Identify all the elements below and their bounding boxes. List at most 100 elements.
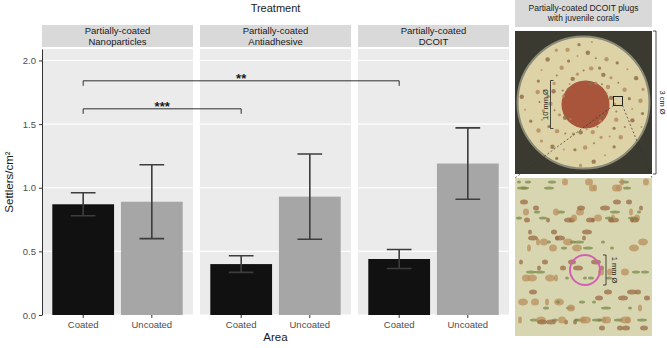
y-axis-line bbox=[42, 50, 43, 316]
panel-background bbox=[358, 49, 509, 315]
coral-patch bbox=[548, 181, 556, 184]
coral-speck bbox=[536, 128, 540, 132]
coral-speck bbox=[545, 57, 549, 61]
coral-patch bbox=[540, 239, 548, 246]
coral-patch bbox=[637, 319, 647, 322]
strip-label: DCOIT bbox=[419, 36, 449, 47]
coral-patch bbox=[594, 215, 602, 222]
image-panel: Partially-coated DCOIT plugswith juvenil… bbox=[515, 0, 667, 336]
coral-patch bbox=[574, 319, 578, 322]
error-bar bbox=[387, 249, 412, 268]
coral-speck bbox=[550, 144, 554, 148]
coral-speck bbox=[628, 97, 631, 100]
x-axis: Coated Uncoated bbox=[68, 315, 172, 330]
coral-patch bbox=[555, 236, 565, 241]
strip-background bbox=[42, 25, 193, 47]
coral-patch bbox=[601, 307, 611, 310]
coral-patch bbox=[579, 301, 585, 304]
coral-speck bbox=[573, 148, 576, 151]
coral-patch bbox=[547, 241, 551, 244]
significance-label: *** bbox=[155, 99, 171, 114]
coral-speck bbox=[567, 88, 570, 91]
coral-patch bbox=[545, 299, 549, 306]
coral-speck bbox=[535, 90, 539, 94]
coral-patch bbox=[573, 320, 577, 325]
coral-speck bbox=[586, 50, 590, 54]
coral-speck bbox=[609, 136, 611, 138]
coral-speck bbox=[559, 66, 563, 70]
coral-speck bbox=[569, 83, 571, 85]
coral-speck bbox=[540, 139, 543, 142]
coral-patch bbox=[592, 319, 602, 322]
coral-speck bbox=[603, 102, 605, 104]
coral-speck bbox=[537, 79, 540, 82]
y-tick-mark bbox=[39, 188, 42, 189]
coral-patch bbox=[553, 209, 559, 216]
y-axis-title: Settlers/cm² bbox=[3, 151, 15, 213]
coral-speck bbox=[591, 159, 595, 163]
coral-speck bbox=[599, 119, 602, 122]
coral-speck bbox=[564, 133, 566, 135]
coral-patch bbox=[586, 218, 594, 223]
error-bar-path bbox=[71, 193, 96, 216]
coral-speck bbox=[604, 154, 606, 156]
coral-speck bbox=[631, 108, 633, 110]
y-tick: 0.0 bbox=[23, 310, 42, 321]
coral-patch bbox=[546, 320, 556, 325]
coral-patch bbox=[638, 239, 648, 246]
strip-label: Nanoparticles bbox=[88, 36, 146, 47]
scale-bracket bbox=[551, 81, 554, 129]
plug-coated bbox=[562, 81, 610, 129]
coral-patch bbox=[620, 317, 630, 324]
coral-speck bbox=[619, 135, 623, 139]
scale-label: 3 cm Ø bbox=[658, 90, 667, 114]
coral-patch bbox=[628, 307, 632, 310]
facet-panel: Partially-coatedDCOIT CoatedUncoated bbox=[358, 25, 509, 330]
coral-speck bbox=[576, 73, 579, 76]
coral-patch bbox=[640, 326, 648, 331]
panel-background bbox=[200, 49, 351, 315]
y-tick-mark bbox=[39, 251, 42, 252]
coral-patch bbox=[620, 179, 624, 186]
coral-patch bbox=[556, 301, 560, 304]
coral-speck bbox=[577, 43, 580, 46]
grid-line bbox=[200, 187, 351, 188]
coral-patch bbox=[622, 326, 630, 331]
x-tick: Coated bbox=[68, 315, 99, 330]
coral-patch bbox=[595, 296, 603, 301]
coral-speck bbox=[551, 89, 555, 93]
x-tick-mark bbox=[467, 315, 468, 318]
y-tick-label: 1.0 bbox=[23, 182, 36, 193]
coral-patch bbox=[560, 266, 566, 271]
coral-speck bbox=[591, 41, 593, 43]
coral-patch bbox=[562, 179, 568, 186]
y-tick-label: 1.5 bbox=[23, 119, 36, 130]
coral-speck bbox=[601, 73, 605, 77]
y-tick-mark bbox=[39, 60, 42, 61]
coral-patch bbox=[605, 217, 613, 220]
coral-patch bbox=[623, 187, 631, 190]
coral-patch bbox=[583, 277, 587, 280]
x-tick-label: Coated bbox=[68, 319, 99, 330]
x-tick-label: Uncoated bbox=[289, 319, 330, 330]
coral-speck bbox=[577, 123, 579, 125]
chart-svg: TreatmentPartially-coatedNanoparticlesCo… bbox=[0, 0, 667, 348]
coral-speck bbox=[609, 76, 612, 79]
x-tick-label: Coated bbox=[226, 319, 257, 330]
x-tick-label: Uncoated bbox=[131, 319, 172, 330]
juvenile-coral-outline bbox=[570, 255, 600, 285]
coral-speck bbox=[578, 130, 582, 134]
coral-speck bbox=[596, 126, 598, 128]
coral-patch bbox=[528, 236, 538, 241]
image-strip bbox=[515, 0, 652, 27]
coral-speck bbox=[626, 68, 628, 70]
strip-label: Partially-coated bbox=[401, 25, 466, 36]
x-tick-label: Uncoated bbox=[447, 319, 488, 330]
coral-speck bbox=[529, 120, 532, 123]
coral-speck bbox=[591, 130, 595, 134]
coral-speck bbox=[641, 112, 644, 115]
coral-patch bbox=[549, 245, 557, 252]
x-axis: CoatedUncoated bbox=[384, 315, 488, 330]
coral-speck bbox=[586, 128, 588, 130]
coral-speck bbox=[600, 136, 603, 139]
